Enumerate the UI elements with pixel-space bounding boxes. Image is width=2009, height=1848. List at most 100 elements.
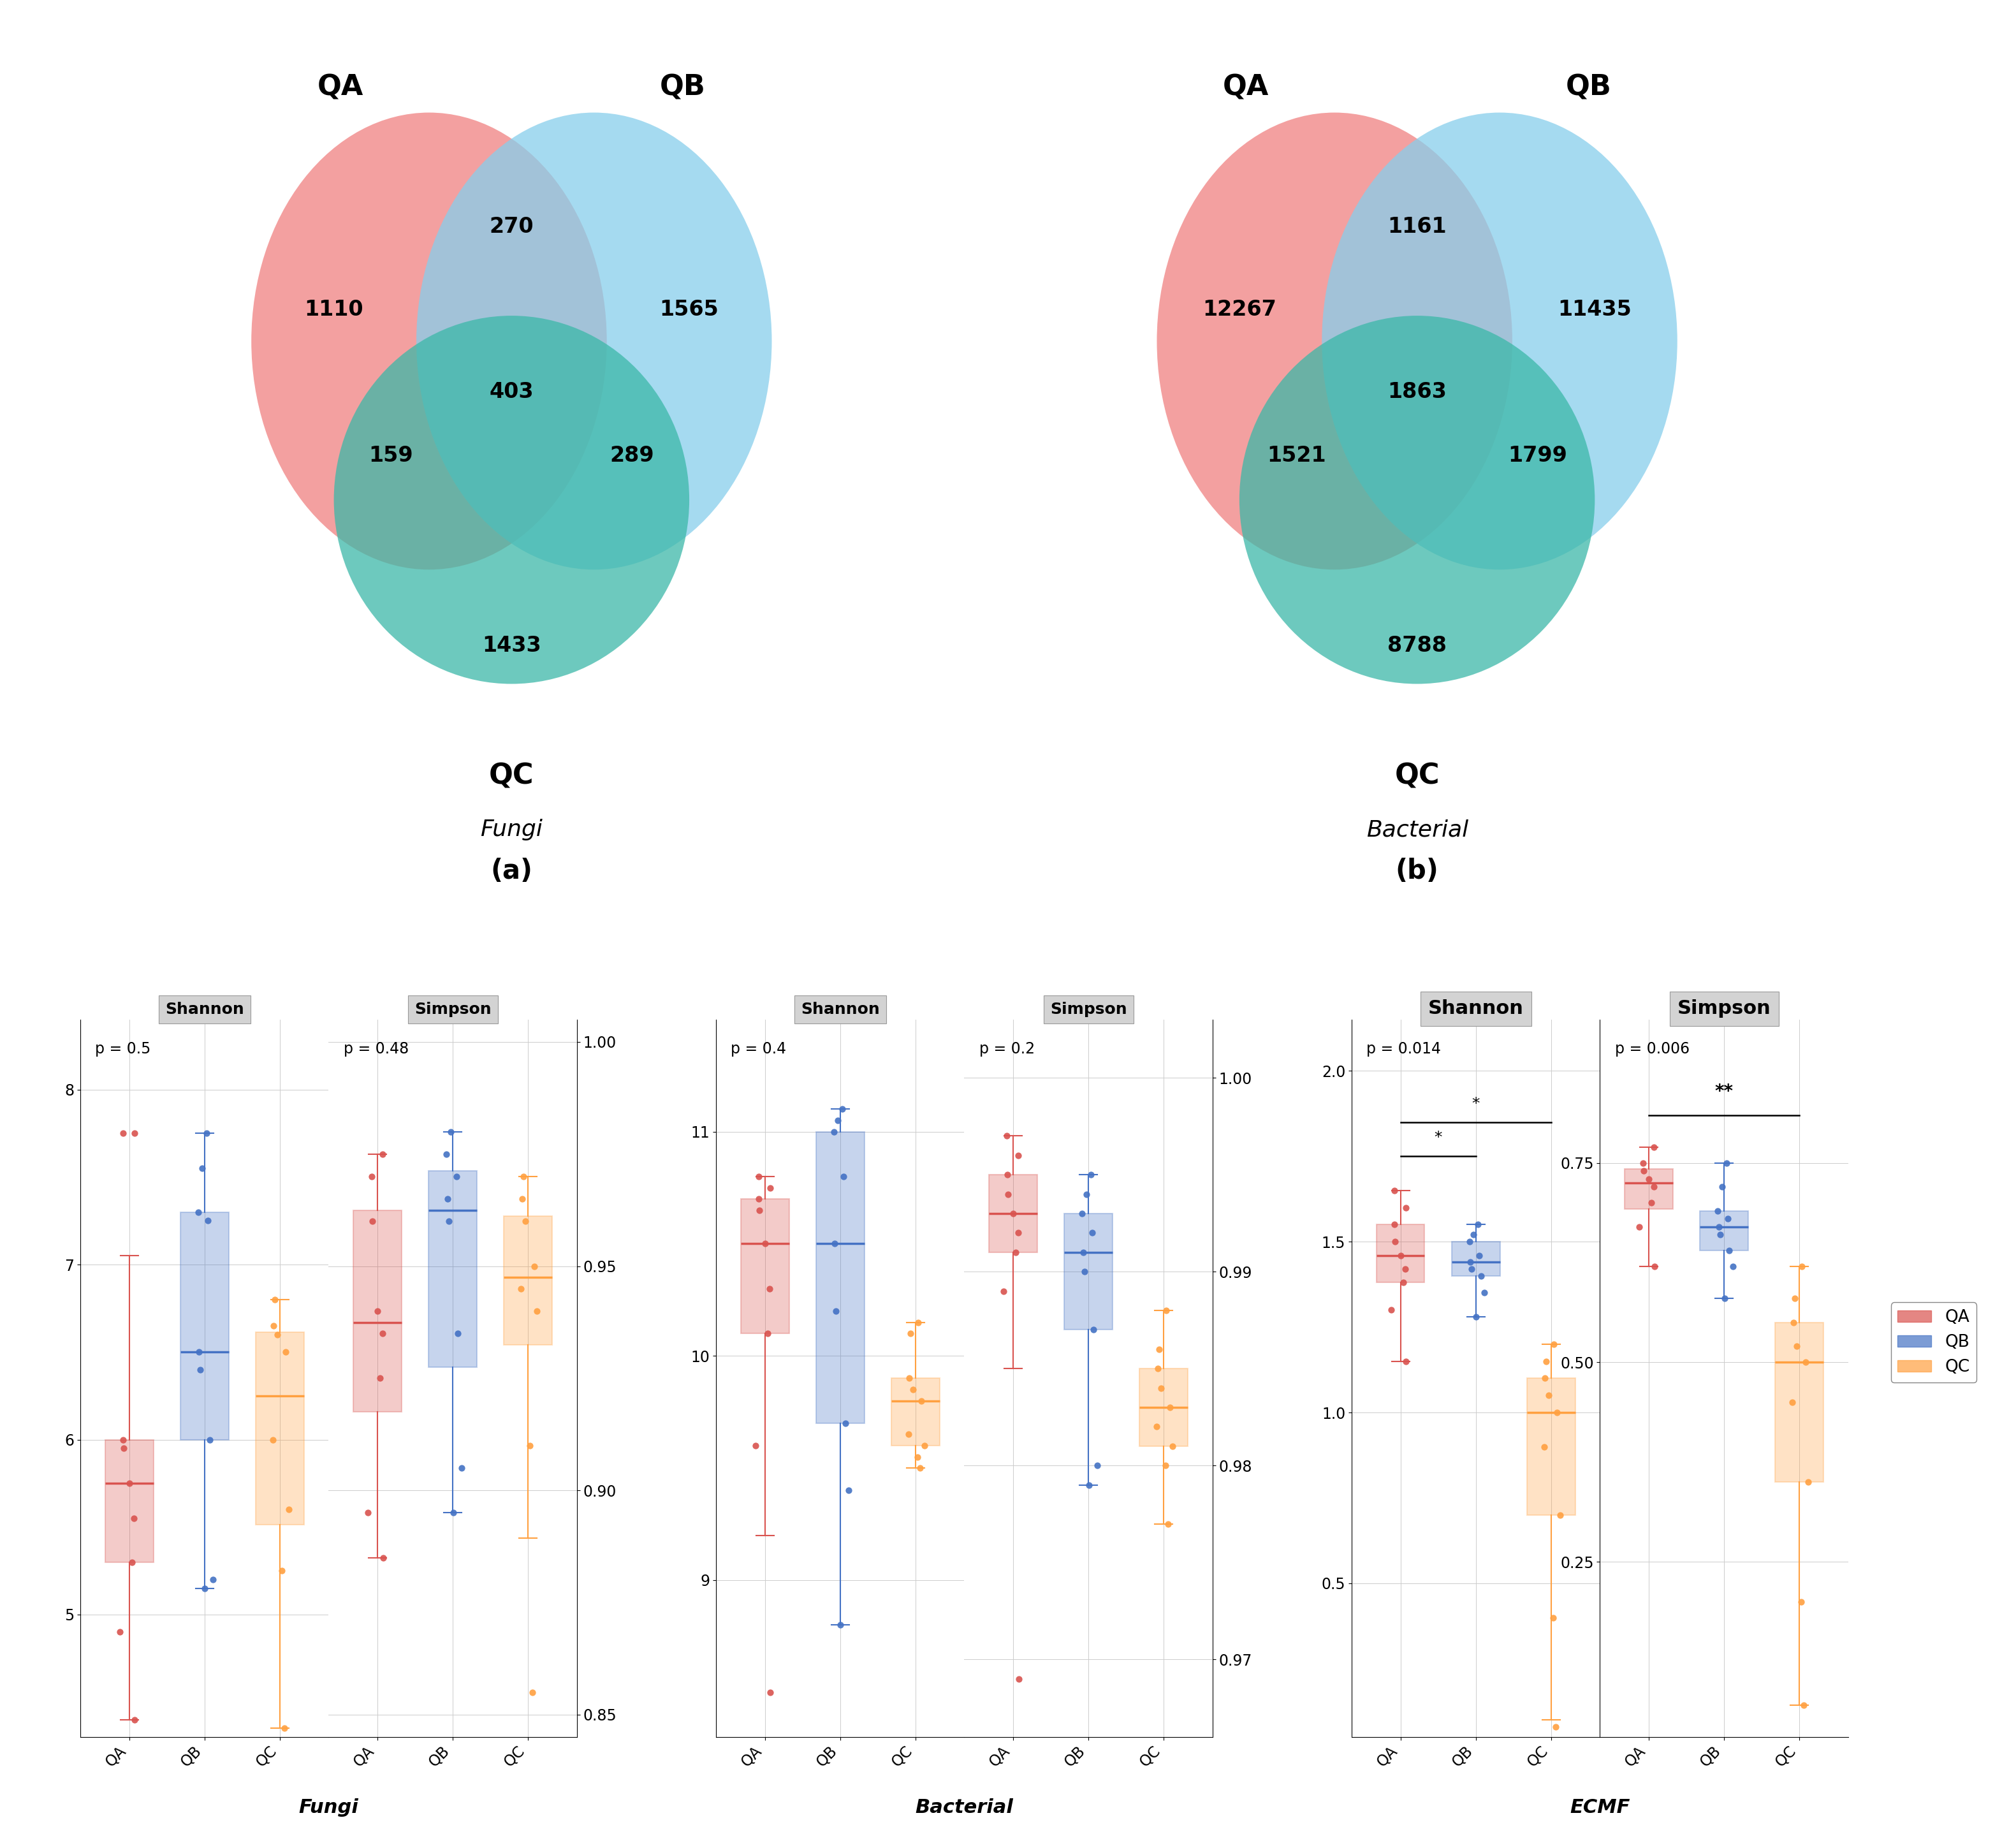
Text: 270: 270	[490, 216, 534, 237]
Point	[1633, 1164, 1665, 1194]
Point	[508, 1162, 540, 1192]
Point	[834, 1477, 866, 1506]
Text: 403: 403	[490, 381, 534, 403]
Text: Bacterial: Bacterial	[1366, 819, 1469, 841]
Point	[1712, 1205, 1744, 1234]
Point	[1531, 1347, 1563, 1377]
Point	[1627, 1148, 1659, 1177]
Point	[193, 1207, 225, 1236]
Point	[1623, 1212, 1655, 1242]
Point	[1702, 1196, 1734, 1225]
Point	[364, 1364, 396, 1393]
Point	[189, 1573, 221, 1602]
Text: QC: QC	[1394, 761, 1440, 789]
Point	[1071, 1179, 1103, 1209]
Text: 1521: 1521	[1268, 445, 1326, 466]
Point	[1374, 1295, 1406, 1325]
Point	[193, 1425, 225, 1454]
Point	[440, 1162, 472, 1192]
Point	[1792, 1467, 1824, 1497]
Point	[1455, 1255, 1487, 1284]
FancyBboxPatch shape	[892, 1379, 940, 1445]
Point	[1149, 1451, 1181, 1480]
Text: p = 0.5: p = 0.5	[94, 1040, 151, 1057]
Point	[902, 1441, 934, 1471]
Point	[191, 1118, 223, 1148]
Text: 8788: 8788	[1388, 636, 1446, 656]
Point	[106, 1118, 139, 1148]
Point	[1000, 1238, 1033, 1268]
Point	[902, 1308, 934, 1338]
Point	[1151, 1295, 1183, 1325]
Text: (a): (a)	[490, 857, 532, 885]
Point	[1141, 1412, 1173, 1441]
Point	[1455, 1247, 1487, 1277]
Point	[1786, 1251, 1818, 1281]
Point	[1077, 1316, 1109, 1345]
Point	[1708, 1284, 1740, 1314]
Point	[1141, 1355, 1173, 1384]
Text: 11435: 11435	[1557, 299, 1631, 320]
FancyBboxPatch shape	[181, 1212, 229, 1440]
Title: Simpson: Simpson	[414, 1002, 492, 1018]
Point	[117, 1547, 149, 1576]
Text: QC: QC	[488, 761, 534, 789]
Point	[751, 1319, 784, 1349]
FancyBboxPatch shape	[1139, 1369, 1187, 1447]
FancyBboxPatch shape	[1376, 1225, 1424, 1283]
Point	[504, 1273, 536, 1303]
Point	[1778, 1284, 1810, 1314]
FancyBboxPatch shape	[1700, 1210, 1748, 1251]
Point	[1386, 1268, 1418, 1297]
Point	[753, 1273, 786, 1303]
Point	[1077, 1218, 1109, 1247]
FancyBboxPatch shape	[255, 1332, 303, 1525]
Point	[739, 1430, 771, 1460]
Point	[514, 1430, 546, 1460]
Point	[1627, 1157, 1659, 1186]
Text: 1799: 1799	[1509, 445, 1567, 466]
FancyBboxPatch shape	[1453, 1242, 1501, 1275]
Point	[1714, 1236, 1746, 1266]
Ellipse shape	[333, 316, 689, 684]
Text: p = 0.006: p = 0.006	[1615, 1040, 1690, 1057]
Point	[352, 1499, 384, 1528]
Text: Fungi: Fungi	[480, 819, 542, 841]
FancyBboxPatch shape	[104, 1440, 153, 1562]
Point	[1637, 1133, 1669, 1162]
Point	[1541, 1397, 1573, 1427]
Point	[257, 1310, 289, 1340]
Point	[438, 1499, 470, 1528]
Text: **: **	[1716, 1083, 1734, 1101]
Point	[1543, 1501, 1575, 1530]
Title: Simpson: Simpson	[1678, 1000, 1770, 1018]
Point	[822, 1105, 854, 1135]
Point	[259, 1284, 291, 1314]
Point	[904, 1453, 936, 1482]
Point	[1459, 1220, 1491, 1249]
Point	[894, 1364, 926, 1393]
FancyBboxPatch shape	[504, 1216, 552, 1345]
Point	[1533, 1380, 1565, 1410]
Point	[516, 1678, 548, 1708]
Ellipse shape	[1322, 113, 1678, 569]
Point	[430, 1138, 462, 1168]
Point	[506, 1185, 538, 1214]
Point	[1465, 1260, 1497, 1290]
Point	[446, 1453, 478, 1482]
Point	[1073, 1471, 1105, 1501]
Point	[1704, 1220, 1736, 1249]
FancyBboxPatch shape	[428, 1172, 476, 1368]
Text: QA: QA	[317, 74, 364, 102]
Point	[1637, 1172, 1669, 1201]
Ellipse shape	[416, 113, 771, 569]
Point	[119, 1504, 151, 1534]
Point	[1706, 1172, 1738, 1201]
Point	[1002, 1665, 1035, 1695]
Text: Bacterial: Bacterial	[916, 1798, 1013, 1817]
Point	[197, 1565, 229, 1595]
Point	[185, 1355, 217, 1384]
Point	[820, 1295, 852, 1325]
Point	[896, 1375, 928, 1404]
FancyBboxPatch shape	[1625, 1170, 1673, 1209]
